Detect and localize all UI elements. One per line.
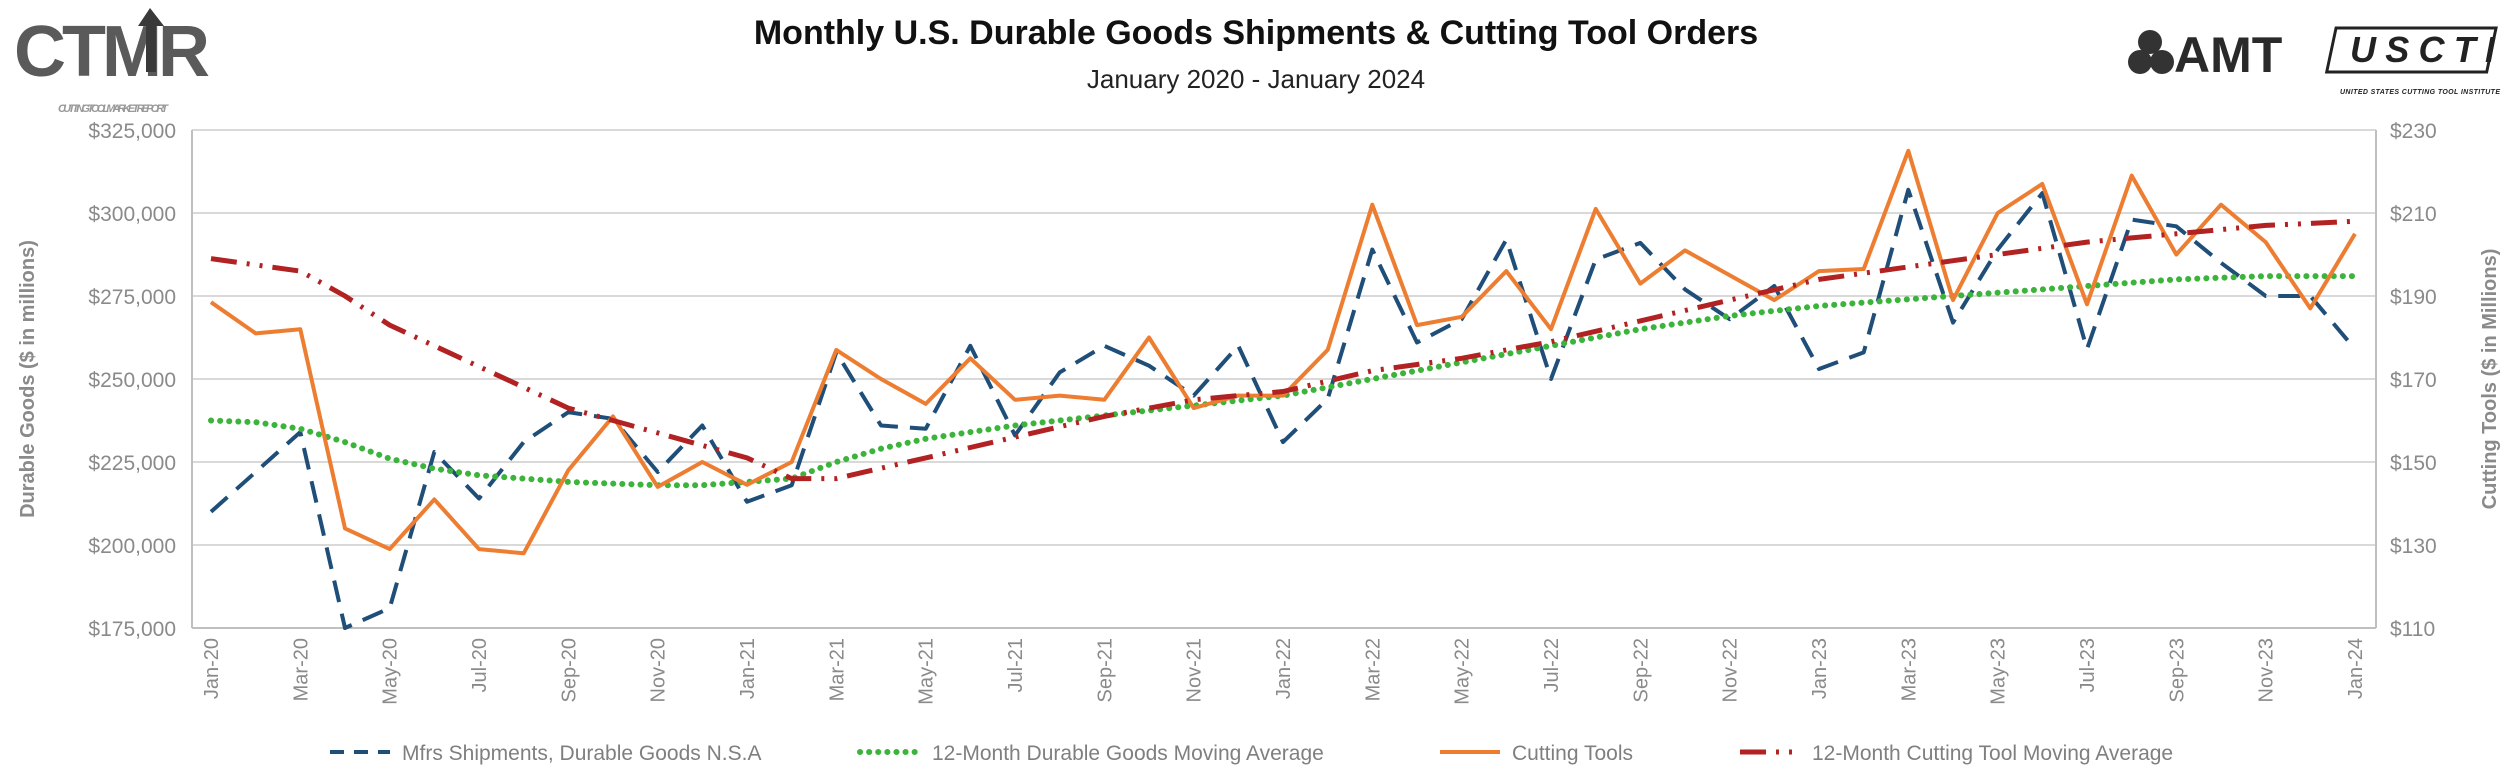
x-tick-label: Sep-23	[2166, 638, 2188, 703]
x-tick-label: Jul-21	[1005, 638, 1027, 692]
x-tick-label: Sep-20	[558, 638, 580, 703]
ctmr-logo-text: CTMR	[14, 12, 209, 92]
series-line-2	[209, 148, 2357, 556]
x-tick-label: May-22	[1452, 638, 1474, 705]
amt-logo-text: AMT	[2174, 27, 2282, 83]
amt-trefoil-icon	[2128, 30, 2174, 74]
y-tick-label: $325,000	[88, 120, 176, 143]
x-tick-label: Nov-20	[648, 638, 670, 702]
legend-label: 12-Month Durable Goods Moving Average	[932, 742, 1324, 765]
x-tick-label: May-20	[380, 638, 402, 705]
x-tick-label: Jul-22	[1541, 638, 1563, 692]
y2-tick-label: $210	[2390, 203, 2437, 226]
x-tick-label: Jul-20	[469, 638, 491, 692]
uscti-logo: USCTI UNITED STATES CUTTING TOOL INSTITU…	[2324, 26, 2500, 96]
x-tick-label: Mar-20	[290, 638, 312, 701]
x-tick-label: Nov-23	[2256, 638, 2278, 702]
x-tick-label: May-21	[916, 638, 938, 705]
y-tick-label: $200,000	[88, 535, 176, 558]
y-tick-label: $175,000	[88, 618, 176, 641]
series-line-0	[209, 187, 2357, 630]
x-tick-label: Jan-22	[1273, 638, 1295, 699]
amt-logo: AMT	[2128, 27, 2282, 83]
ctmr-logo: CTMR CUTTING TOOL MARKET REPORT	[14, 8, 213, 115]
x-tick-label: Mar-21	[826, 638, 848, 701]
y-tick-label: $300,000	[88, 203, 176, 226]
y2-tick-label: $230	[2390, 120, 2437, 143]
y-tick-label: $225,000	[88, 452, 176, 475]
x-tick-label: Nov-22	[1720, 638, 1742, 702]
y2-tick-label: $190	[2390, 286, 2437, 309]
legend-label: Mfrs Shipments, Durable Goods N.S.A	[402, 742, 761, 765]
axes: $175,000 $110 $200,000 $130 $225,000 $150 $250…	[88, 120, 2436, 705]
series-lines	[208, 148, 2358, 630]
series-line-3	[210, 218, 2356, 482]
y2-tick-label: $110	[2390, 618, 2435, 641]
x-tick-label: Nov-21	[1184, 638, 1206, 702]
x-tick-label: Mar-22	[1362, 638, 1384, 701]
x-tick-label: Sep-22	[1630, 638, 1652, 703]
y2-tick-label: $130	[2390, 535, 2437, 558]
y-axis-label: Durable Goods ($ in millions)	[17, 240, 39, 518]
x-tick-label: Sep-21	[1094, 638, 1116, 703]
x-tick-label: Jan-23	[1809, 638, 1831, 699]
x-tick-label: Jul-23	[2077, 638, 2099, 692]
x-tick-label: Mar-23	[1898, 638, 1920, 701]
uscti-logo-frame	[2324, 26, 2498, 74]
uscti-logo-text: USCTI	[2350, 29, 2496, 70]
x-tick-label: Jan-20	[201, 638, 223, 699]
legend-label: Cutting Tools	[1512, 742, 1633, 765]
ctmr-logo-subtitle: CUTTING TOOL MARKET REPORT	[58, 103, 169, 115]
y2-axis-label: Cutting Tools ($ in Millions)	[2479, 249, 2501, 510]
y-tick-label: $250,000	[88, 369, 176, 392]
y2-tick-label: $170	[2390, 369, 2437, 392]
series-line-1	[208, 273, 2358, 489]
y-tick-label: $275,000	[88, 286, 176, 309]
legend: Mfrs Shipments, Durable Goods N.S.A 12-Mo…	[330, 742, 2173, 765]
x-tick-label: May-23	[1988, 638, 2010, 705]
arrow-up-icon	[138, 8, 164, 72]
chart-title: Monthly U.S. Durable Goods Shipments & C…	[754, 14, 1758, 52]
legend-label: 12-Month Cutting Tool Moving Average	[1812, 742, 2173, 765]
chart-subtitle: January 2020 - January 2024	[1087, 64, 1425, 94]
uscti-logo-subtitle: UNITED STATES CUTTING TOOL INSTITUTE	[2340, 89, 2500, 96]
x-tick-label: Jan-21	[737, 638, 759, 699]
x-tick-label: Jan-24	[2345, 638, 2367, 699]
y2-tick-label: $150	[2390, 452, 2437, 475]
